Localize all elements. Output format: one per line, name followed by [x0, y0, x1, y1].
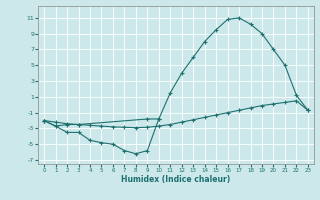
X-axis label: Humidex (Indice chaleur): Humidex (Indice chaleur) — [121, 175, 231, 184]
